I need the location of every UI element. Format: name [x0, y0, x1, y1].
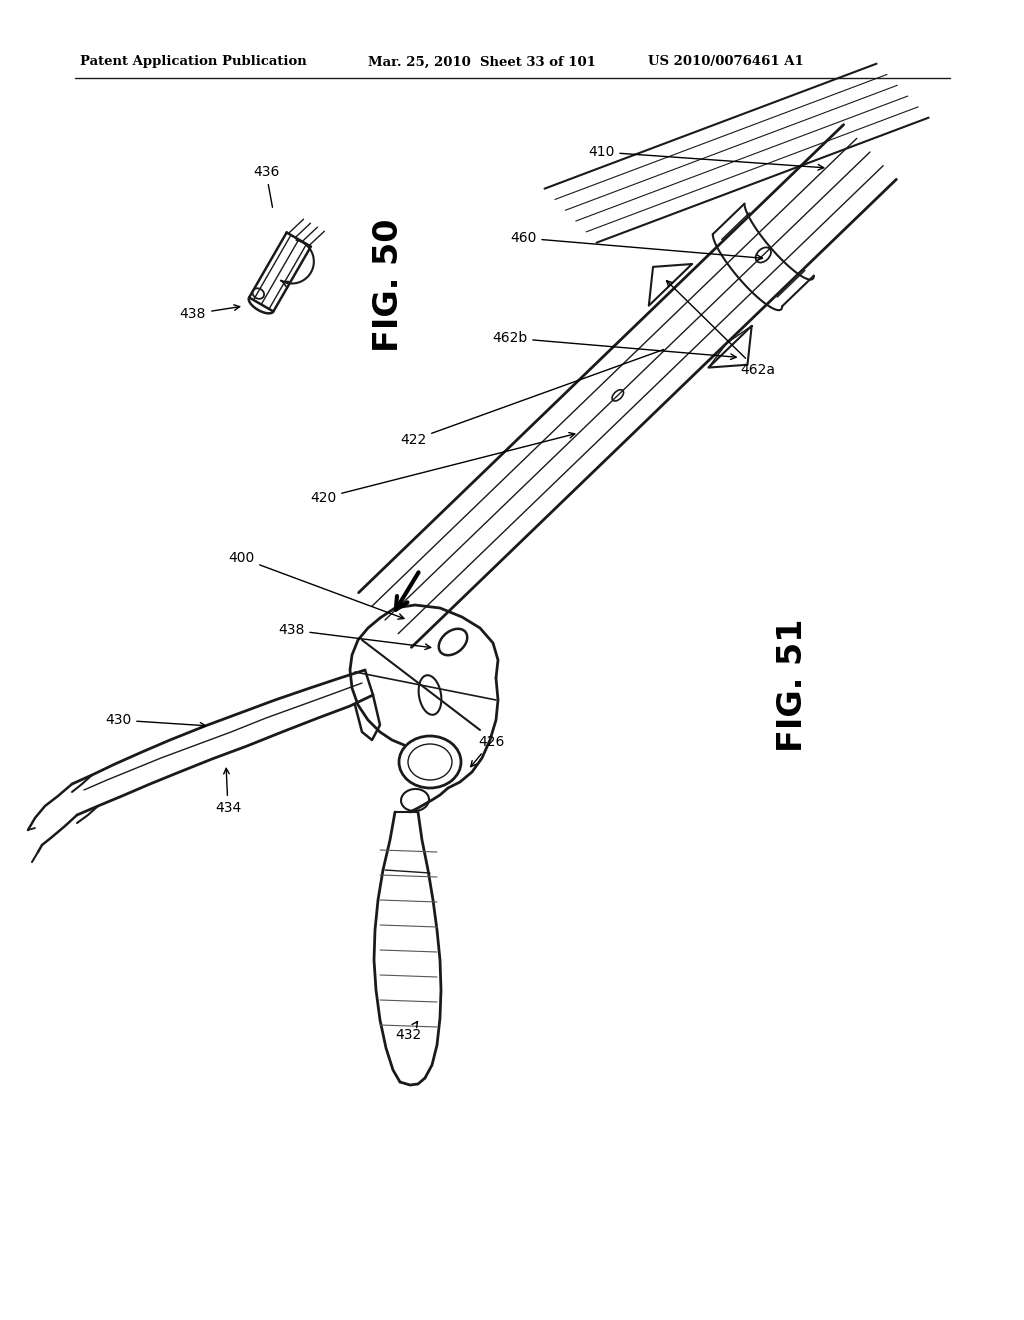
Text: 462a: 462a: [667, 281, 775, 378]
Text: FIG. 50: FIG. 50: [372, 218, 404, 351]
Text: 436: 436: [253, 165, 280, 207]
Text: Patent Application Publication: Patent Application Publication: [80, 55, 307, 69]
Text: 410: 410: [588, 145, 823, 170]
Text: 400: 400: [228, 550, 403, 619]
Text: 462b: 462b: [492, 331, 736, 359]
Text: 422: 422: [400, 350, 664, 447]
Text: 438: 438: [278, 623, 431, 649]
Text: Mar. 25, 2010  Sheet 33 of 101: Mar. 25, 2010 Sheet 33 of 101: [368, 55, 596, 69]
Text: US 2010/0076461 A1: US 2010/0076461 A1: [648, 55, 804, 69]
Text: 430: 430: [105, 713, 206, 729]
Text: 460: 460: [510, 231, 763, 260]
Text: 432: 432: [395, 1022, 421, 1041]
Text: 426: 426: [471, 735, 505, 767]
Text: 434: 434: [215, 768, 241, 814]
Text: 438: 438: [180, 305, 240, 321]
Text: 420: 420: [310, 433, 574, 506]
Text: FIG. 51: FIG. 51: [776, 618, 810, 751]
